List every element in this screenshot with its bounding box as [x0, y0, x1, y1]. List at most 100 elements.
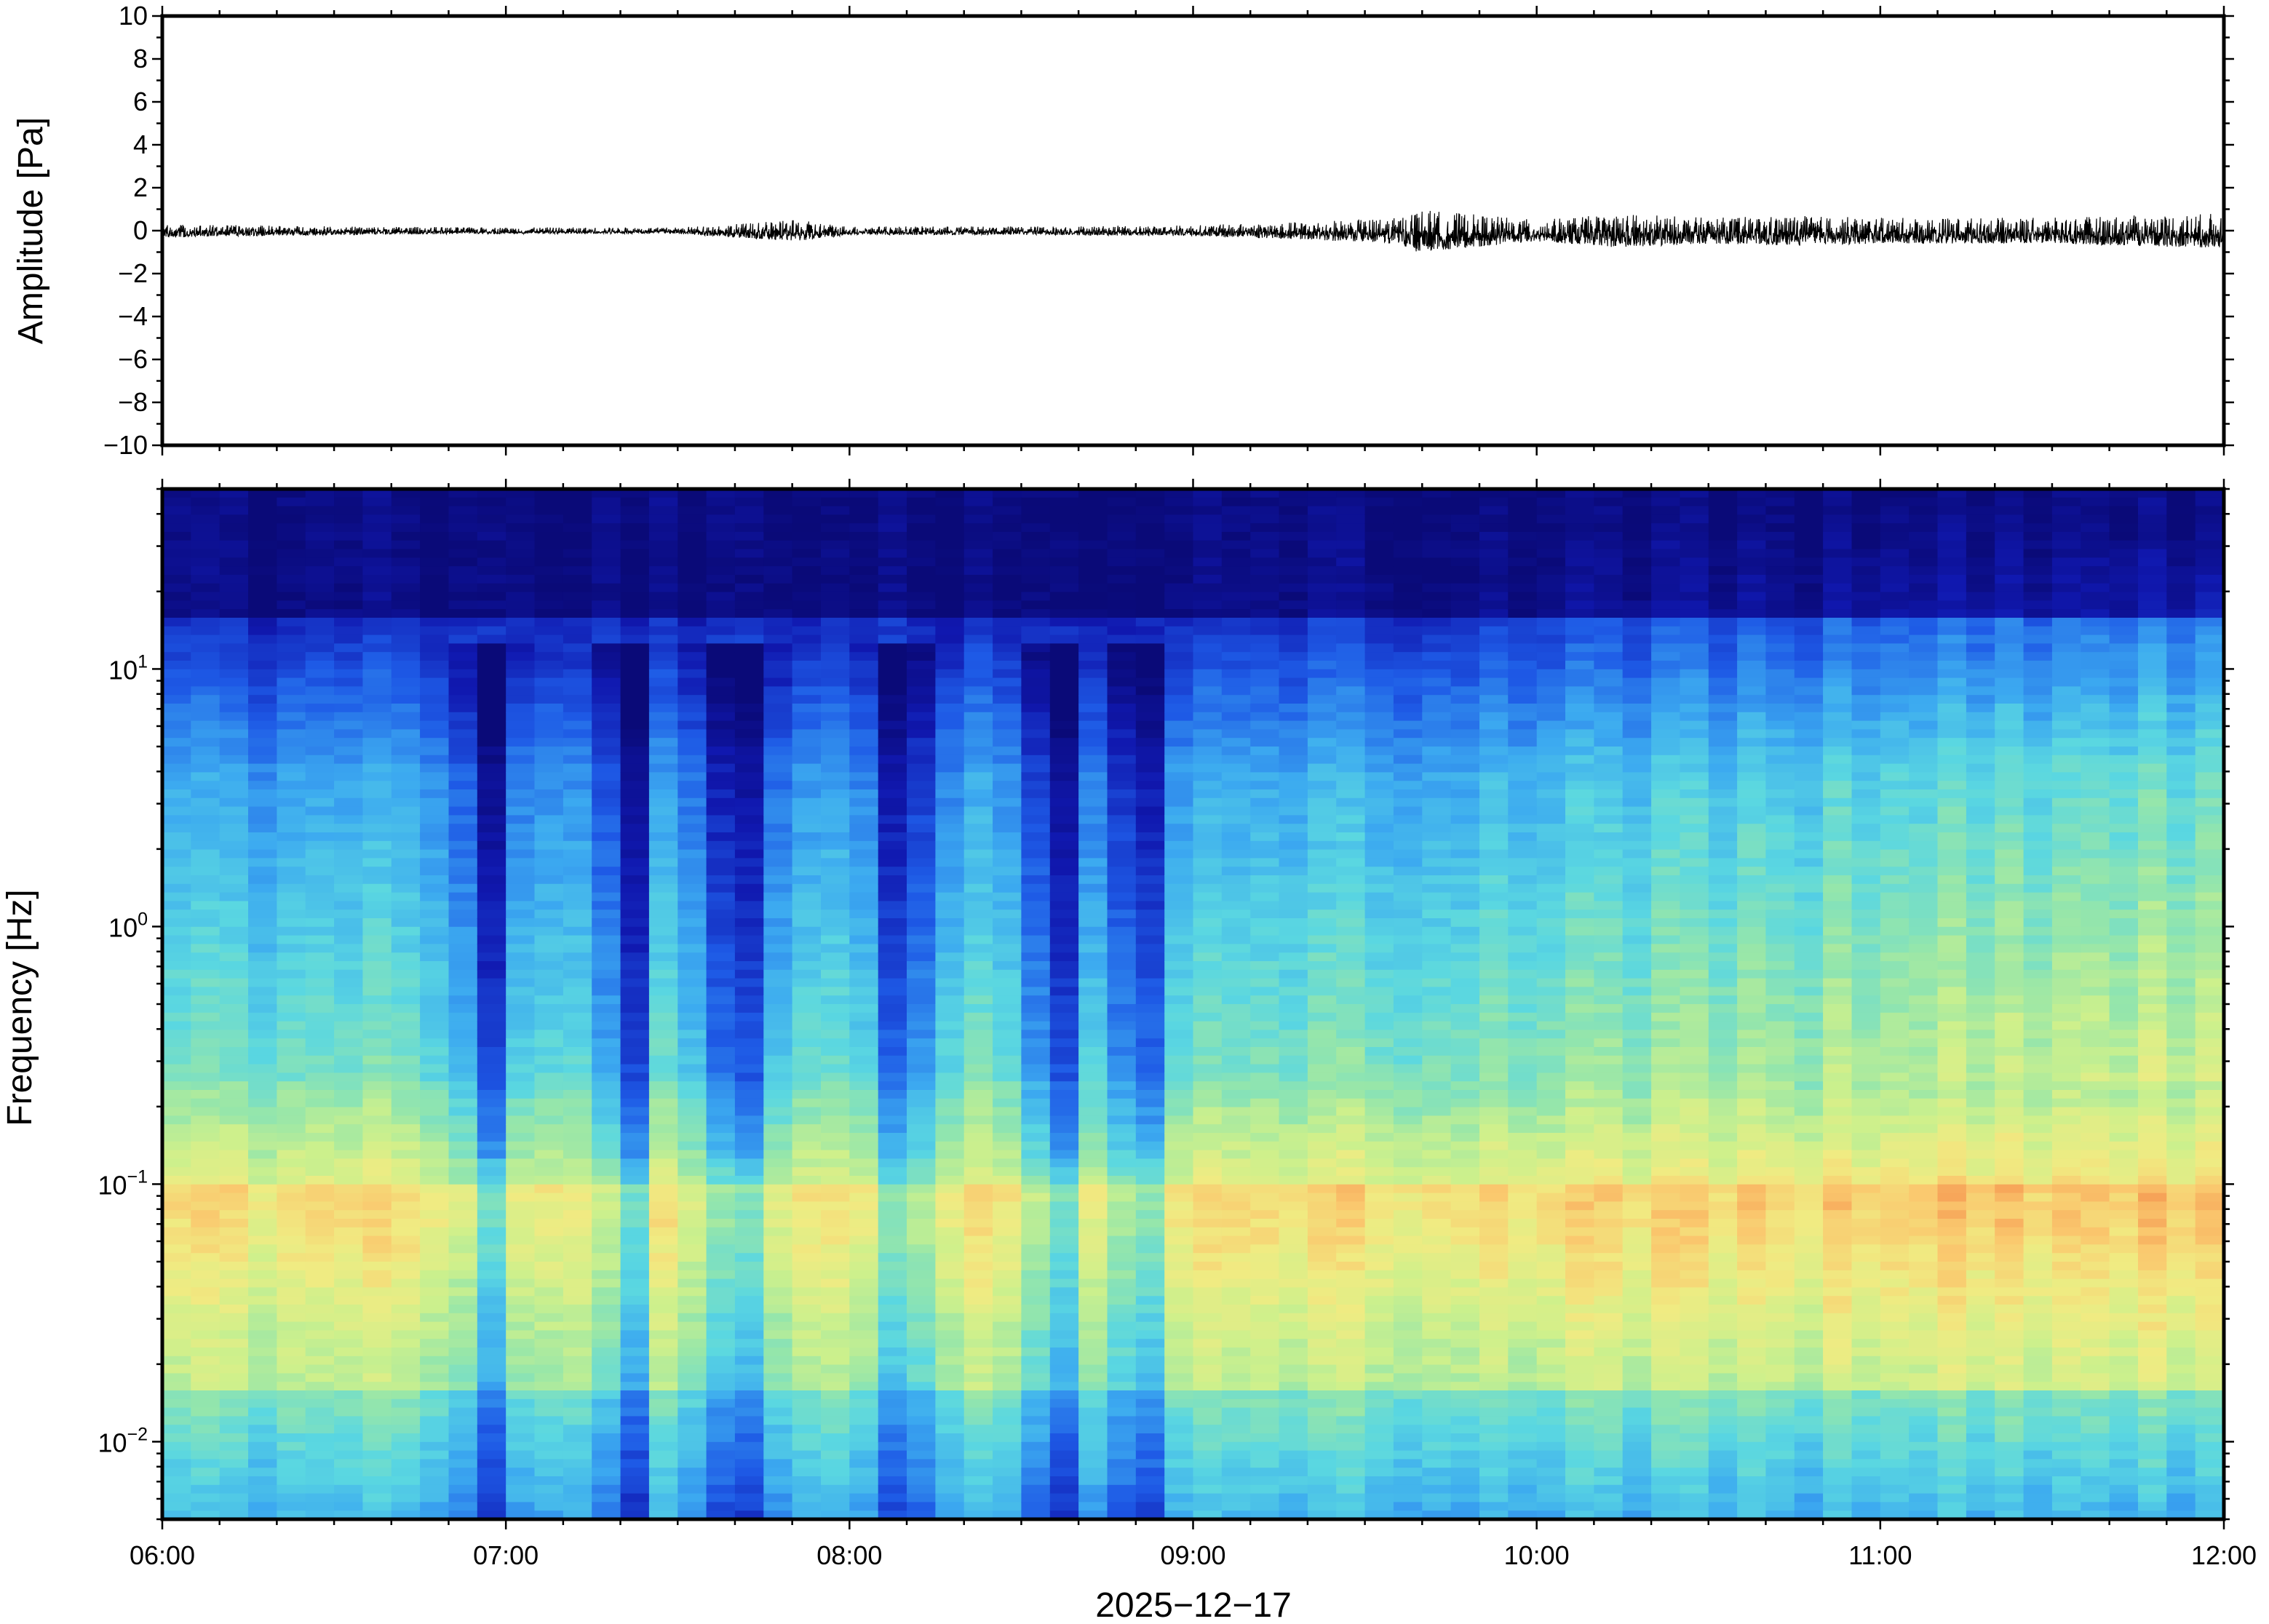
spectrogram-cell: [1078, 1278, 1108, 1289]
spectrogram-cell: [1307, 1382, 1337, 1391]
spectrogram-cell: [935, 729, 965, 739]
spectrogram-cell: [1307, 824, 1337, 833]
spectrogram-cell: [534, 1167, 564, 1177]
spectrogram-cell: [648, 609, 678, 618]
spectrogram-cell: [305, 575, 335, 584]
spectrogram-cell: [477, 497, 506, 507]
spectrogram-cell: [706, 1468, 736, 1477]
spectrogram-cell: [534, 738, 564, 747]
spectrogram-cell: [763, 1425, 793, 1434]
spectrogram-cell: [162, 1210, 192, 1219]
spectrogram-cell: [1135, 643, 1165, 653]
spectrogram-cell: [821, 600, 851, 610]
spectrogram-cell: [277, 747, 306, 756]
spectrogram-cell: [448, 661, 478, 670]
spectrogram-cell: [1250, 806, 1280, 816]
spectrogram-cell: [248, 1510, 278, 1519]
spectrogram-cell: [592, 1468, 621, 1477]
spectrogram-cell: [935, 1270, 965, 1280]
spectrogram-cell: [477, 1235, 506, 1246]
spectrogram-cell: [1250, 867, 1280, 876]
spectrogram-cell: [677, 961, 707, 971]
spectrogram-cell: [878, 1262, 907, 1271]
spectrogram-cell: [277, 1150, 306, 1160]
spectrogram-cell: [1049, 867, 1079, 876]
spectrogram-cell: [334, 1021, 364, 1031]
spectrogram-cell: [935, 1047, 965, 1056]
spectrogram-cell: [362, 1493, 392, 1503]
spectrogram-cell: [706, 686, 736, 696]
spectrogram-cell: [1307, 1253, 1337, 1262]
spectrogram-cell: [362, 720, 392, 731]
spectrogram-cell: [362, 1476, 392, 1486]
spectrogram-cell: [763, 1510, 793, 1519]
spectrogram-cell: [993, 763, 1022, 773]
spectrogram-cell: [1336, 549, 1366, 559]
spectrogram-cell: [734, 1278, 764, 1289]
spectrogram-cell: [219, 1348, 249, 1357]
spectrogram-cell: [1193, 952, 1223, 962]
spectrogram-cell: [534, 1502, 564, 1511]
spectrogram-cell: [305, 1510, 335, 1519]
spectrogram-cell: [219, 1184, 249, 1194]
spectrogram-cell: [448, 523, 478, 533]
spectrogram-cell: [677, 797, 707, 808]
spectrogram-cell: [849, 540, 879, 550]
spectrogram-cell: [1336, 1047, 1366, 1056]
spectrogram-cell: [1307, 643, 1337, 653]
spectrogram-cell: [506, 566, 536, 576]
spectrogram-cell: [849, 669, 879, 679]
spectrogram-cell: [734, 1364, 764, 1374]
spectrogram-cell: [648, 909, 678, 919]
spectrogram-cell: [1336, 661, 1366, 670]
spectrogram-cell: [448, 506, 478, 516]
spectrogram-cell: [305, 566, 335, 576]
spectrogram-cell: [792, 1244, 822, 1254]
spectrogram-cell: [1107, 652, 1137, 661]
spectrogram-cell: [706, 489, 736, 498]
spectrogram-cell: [677, 634, 707, 645]
spectrogram-cell: [620, 797, 650, 808]
spectrogram-cell: [506, 738, 536, 747]
spectrogram-cell: [821, 772, 851, 781]
spectrogram-cell: [1307, 1313, 1337, 1323]
spectrogram-cell: [420, 661, 450, 670]
spectrogram-cell: [1307, 1330, 1337, 1340]
spectrogram-cell: [620, 901, 650, 910]
spectrogram-cell: [706, 626, 736, 636]
spectrogram-cell: [963, 1167, 993, 1177]
spectrogram-cell: [534, 883, 564, 893]
spectrogram-cell: [1107, 1459, 1137, 1468]
spectrogram-cell: [1221, 1176, 1251, 1185]
spectrogram-cell: [1250, 506, 1280, 516]
spectrogram-cell: [305, 1339, 335, 1348]
spectrogram-cell: [935, 686, 965, 696]
spectrogram-cell: [763, 867, 793, 876]
spectrogram-cell: [734, 1235, 764, 1246]
spectrogram-cell: [506, 1141, 536, 1151]
spectrogram-cell: [1250, 677, 1280, 688]
spectrogram-cell: [162, 840, 192, 851]
spectrogram-cell: [821, 987, 851, 996]
spectrogram-cell: [448, 1090, 478, 1099]
spectrogram-cell: [191, 506, 220, 516]
spectrogram-cell: [534, 626, 564, 636]
spectrogram-cell: [305, 840, 335, 851]
spectrogram-cell: [248, 918, 278, 928]
spectrogram-cell: [506, 669, 536, 679]
spectrogram-cell: [878, 781, 907, 790]
spectrogram-cell: [907, 1244, 937, 1254]
spectrogram-cell: [792, 489, 822, 498]
spectrogram-cell: [963, 832, 993, 842]
spectrogram-cell: [849, 832, 879, 842]
spectrogram-cell: [219, 1193, 249, 1203]
spectrogram-cell: [248, 1398, 278, 1409]
spectrogram-cell: [420, 1167, 450, 1177]
spectrogram-cell: [1078, 883, 1108, 893]
spectrogram-cell: [706, 1098, 736, 1108]
spectrogram-cell: [248, 755, 278, 765]
spectrogram-cell: [1336, 720, 1366, 731]
spectrogram-cell: [1164, 909, 1194, 919]
spectrogram-cell: [620, 1072, 650, 1082]
spectrogram-cell: [592, 918, 621, 928]
